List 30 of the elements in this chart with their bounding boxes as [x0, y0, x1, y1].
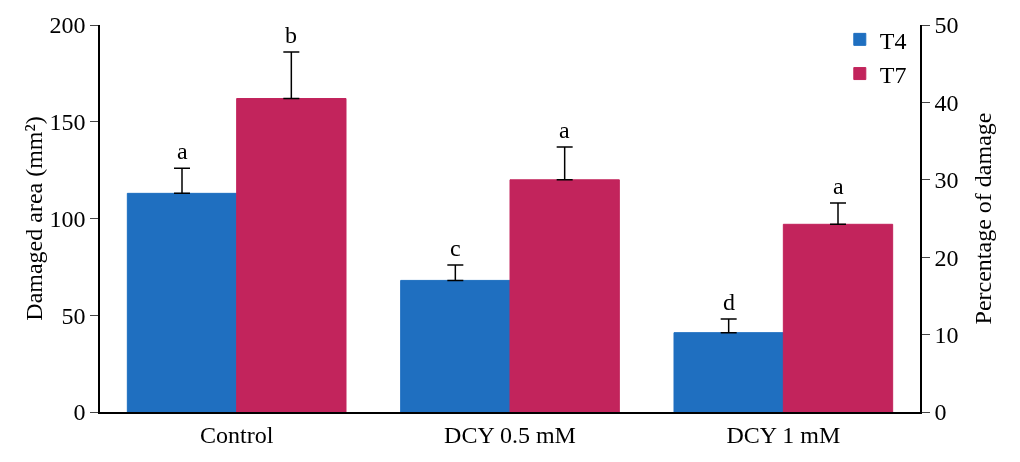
y2-axis-title: Percentage of damage	[969, 112, 996, 325]
bar	[126, 192, 238, 412]
bar	[509, 179, 620, 412]
data-label: a	[559, 117, 570, 143]
y2-tick-label: 0	[934, 399, 947, 426]
bar	[236, 98, 347, 412]
y2-tick-label: 30	[934, 167, 959, 194]
legend-label: T7	[879, 61, 907, 88]
x-tick-label: DCY 0.5 mM	[444, 421, 576, 448]
x-tick-label: DCY 1 mM	[726, 421, 841, 448]
data-label: a	[177, 138, 188, 164]
data-label: a	[833, 173, 844, 199]
data-label: d	[723, 289, 735, 315]
y2-tick-label: 20	[934, 244, 959, 271]
y2-tick-label: 50	[934, 12, 959, 39]
y-tick-label: 150	[49, 109, 86, 136]
bar	[782, 223, 894, 412]
legend-label: T4	[879, 27, 907, 54]
y-tick-label: 100	[49, 205, 86, 232]
y-tick-label: 0	[73, 399, 86, 426]
y2-tick-label: 40	[934, 89, 959, 116]
y-tick-label: 50	[61, 302, 86, 329]
data-label: b	[285, 22, 297, 48]
y-tick-label: 200	[49, 12, 86, 39]
bar	[400, 279, 511, 412]
bar	[673, 332, 784, 412]
x-tick-label: Control	[200, 421, 274, 448]
data-label: c	[450, 235, 461, 261]
y-axis-title: Damaged area (mm²)	[20, 116, 47, 321]
y2-tick-label: 10	[934, 322, 959, 348]
